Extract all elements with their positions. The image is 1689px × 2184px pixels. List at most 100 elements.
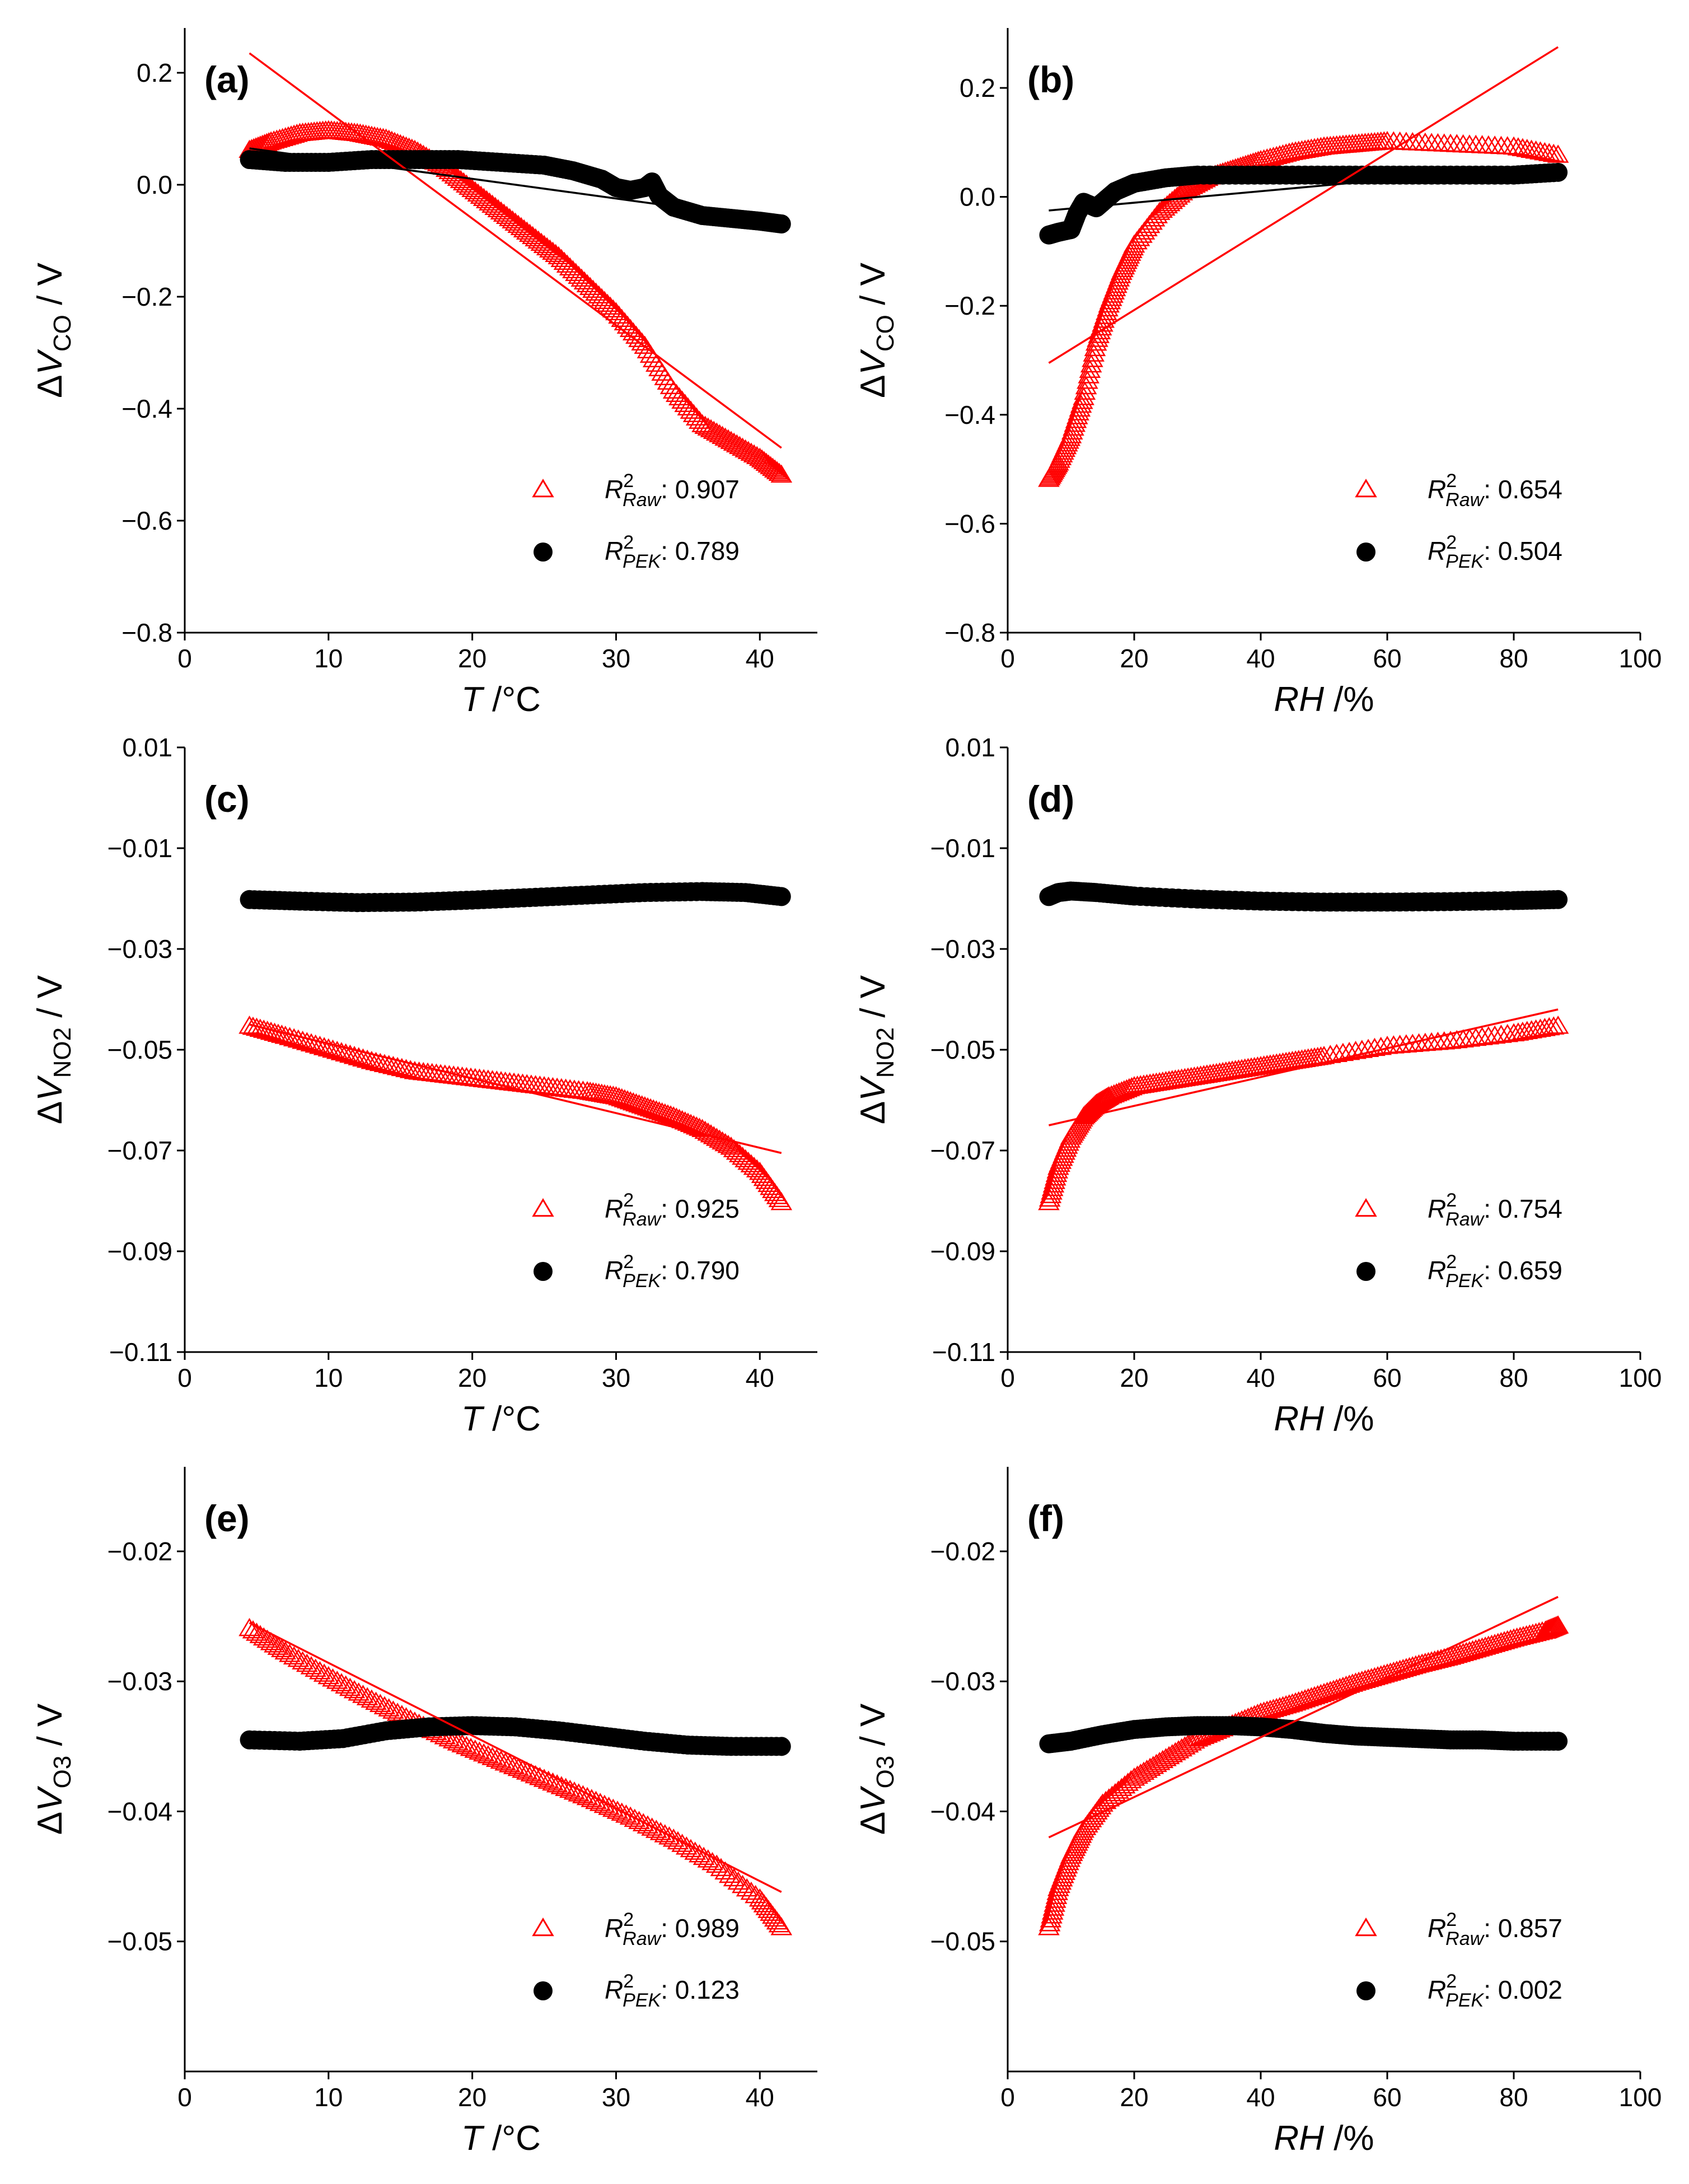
data-point	[639, 1098, 662, 1117]
data-point	[1452, 1643, 1474, 1661]
data-point	[504, 212, 526, 231]
x-tick-label: 60	[1373, 2083, 1401, 2112]
data-point	[726, 1142, 748, 1160]
data-point	[1348, 1671, 1370, 1690]
legend-marker-pek	[1356, 543, 1375, 562]
data-point	[1471, 1637, 1493, 1656]
data-point	[503, 1756, 525, 1775]
data-point	[296, 1653, 318, 1672]
y-tick-label: −0.2	[121, 282, 172, 311]
data-point	[740, 1154, 762, 1173]
legend-marker-pek	[534, 543, 553, 562]
x-tick-label: 0	[177, 644, 192, 673]
data-point	[1516, 1021, 1538, 1039]
data-point	[737, 1152, 760, 1170]
data-point	[1477, 1635, 1500, 1654]
data-point	[502, 210, 523, 229]
x-axis-label: T /°C	[461, 1400, 541, 1438]
y-tick-label: −0.04	[930, 1797, 995, 1826]
data-point	[542, 241, 564, 260]
data-point	[1548, 1732, 1568, 1751]
data-point	[490, 201, 512, 220]
panel-label: (a)	[204, 59, 250, 100]
y-tick-label: −0.05	[107, 1035, 172, 1064]
data-point	[487, 199, 509, 218]
y-tick-label: 0.0	[960, 183, 995, 212]
data-point	[1038, 1192, 1060, 1210]
panel-label: (b)	[1027, 59, 1074, 100]
y-tick-label: −0.03	[930, 934, 995, 964]
data-point	[658, 1826, 680, 1845]
legend-label: R2 PEK: 0.659	[1428, 1251, 1562, 1292]
data-point	[1548, 162, 1568, 182]
chart-panel-d: 0 20 40 60 80 100 0.01 −0.01 −0.03 −0.05 −0.07 −0.0…	[854, 733, 1662, 1438]
legend-marker-raw	[1355, 479, 1377, 498]
data-point	[546, 1774, 568, 1793]
x-tick-label: 60	[1373, 644, 1401, 673]
data-point	[1332, 1042, 1354, 1061]
data-point	[563, 1781, 586, 1800]
data-point	[1341, 1673, 1364, 1692]
data-point	[1484, 1634, 1506, 1652]
data-point	[1547, 1016, 1569, 1034]
y-tick-label: −0.02	[930, 1537, 995, 1566]
data-point	[720, 431, 742, 450]
y-tick-label: −0.01	[107, 834, 172, 863]
data-point	[1088, 1092, 1110, 1111]
data-point	[734, 439, 756, 458]
y-tick-label: −0.03	[930, 1667, 995, 1696]
data-point	[648, 1101, 670, 1120]
x-tick-label: 10	[314, 2083, 343, 2112]
data-point	[1121, 1077, 1143, 1096]
data-point	[522, 226, 544, 245]
data-point	[512, 1760, 534, 1778]
data-point	[461, 179, 483, 198]
data-point	[539, 239, 561, 258]
data-point	[1116, 1079, 1138, 1097]
data-point	[472, 188, 495, 207]
data-point	[710, 1858, 732, 1877]
data-point	[732, 1874, 754, 1893]
data-point	[1443, 1645, 1465, 1664]
data-point	[709, 424, 731, 443]
x-tick-label: 10	[314, 644, 343, 673]
data-point	[536, 237, 558, 256]
x-tick-label: 40	[746, 1363, 774, 1392]
x-tick-label: 30	[602, 644, 630, 673]
data-point	[481, 1747, 503, 1765]
x-tick-label: 40	[1246, 1363, 1275, 1392]
data-point	[1446, 1030, 1468, 1049]
y-tick-label: −0.05	[930, 1035, 995, 1064]
x-tick-label: 0	[177, 1363, 192, 1392]
data-point	[732, 1147, 754, 1165]
y-tick-label: −0.8	[121, 618, 172, 647]
data-point	[720, 1137, 742, 1155]
data-point	[313, 1663, 335, 1682]
data-point	[530, 232, 553, 251]
data-point	[373, 1696, 396, 1714]
legend-label: R2 Raw: 0.925	[605, 1190, 740, 1230]
data-point	[1080, 354, 1102, 373]
y-tick-label: −0.07	[930, 1136, 995, 1165]
x-axis-label: T /°C	[461, 2119, 541, 2158]
data-point	[729, 1144, 751, 1163]
data-point	[622, 1092, 644, 1111]
data-point	[703, 420, 725, 439]
data-point	[1272, 1696, 1294, 1714]
legend: R2 Raw: 0.857 R2 PEK: 0.002	[1355, 1909, 1562, 2011]
data-point	[1490, 1025, 1512, 1043]
data-point	[616, 1090, 639, 1109]
data-point	[1345, 1041, 1367, 1059]
data-point	[1462, 1640, 1484, 1659]
data-point	[1449, 1644, 1471, 1662]
data-point	[1084, 338, 1106, 357]
data-point	[1503, 1023, 1525, 1042]
legend-marker-raw	[532, 1918, 554, 1937]
x-tick-label: 0	[1000, 2083, 1015, 2112]
data-point	[700, 419, 722, 438]
x-tick-label: 20	[1120, 2083, 1148, 2112]
data-point	[1078, 365, 1100, 384]
data-point	[467, 183, 489, 202]
data-point	[737, 441, 760, 460]
